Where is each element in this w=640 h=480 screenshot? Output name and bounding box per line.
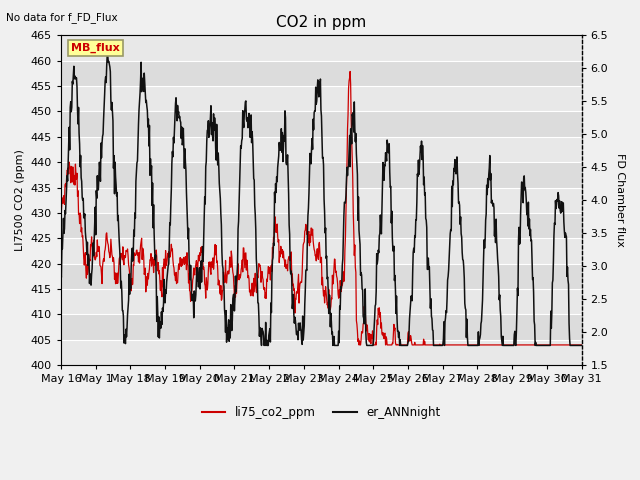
Title: CO2 in ppm: CO2 in ppm <box>276 15 366 30</box>
Legend: li75_co2_ppm, er_ANNnight: li75_co2_ppm, er_ANNnight <box>197 401 445 424</box>
Text: MB_flux: MB_flux <box>71 43 120 53</box>
Bar <box>61 188 582 213</box>
Y-axis label: FD Chamber flux: FD Chamber flux <box>615 153 625 247</box>
Y-axis label: LI7500 CO2 (ppm): LI7500 CO2 (ppm) <box>15 149 25 251</box>
Bar <box>61 36 582 60</box>
Text: No data for f_FD_Flux: No data for f_FD_Flux <box>6 12 118 23</box>
Bar <box>61 239 582 264</box>
Bar <box>61 340 582 365</box>
Bar <box>61 289 582 314</box>
Bar <box>61 137 582 162</box>
Bar <box>61 86 582 111</box>
